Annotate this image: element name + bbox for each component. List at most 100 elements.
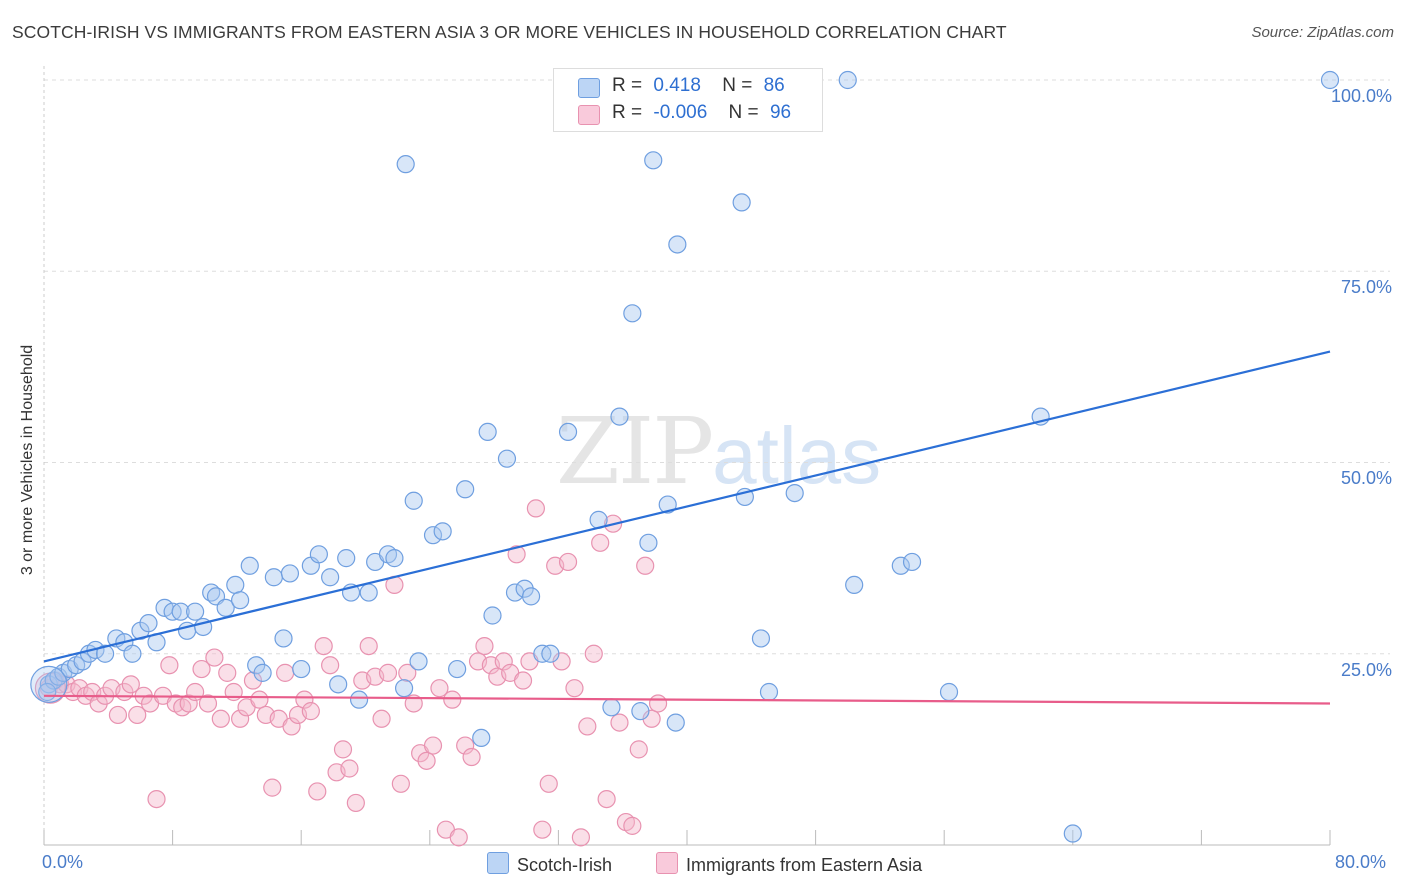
point-scotch-irish <box>216 598 235 617</box>
bottom-legend-eastern-asia: Immigrants from Eastern Asia <box>656 852 922 876</box>
point-scotch-irish <box>329 675 348 694</box>
legend-r-value: -0.006 <box>653 102 708 123</box>
point-scotch-irish <box>521 587 541 606</box>
point-immigrants-eastern-asia <box>378 663 398 682</box>
point-scotch-irish <box>668 235 687 254</box>
point-scotch-irish <box>631 702 650 721</box>
point-immigrants-eastern-asia <box>301 702 320 721</box>
trend-line-immigrants-eastern-asia <box>43 694 1331 705</box>
point-immigrants-eastern-asia <box>456 736 475 755</box>
point-scotch-irish <box>732 193 751 212</box>
point-immigrants-eastern-asia <box>192 659 211 679</box>
trend-lines <box>43 350 1331 705</box>
x-tick-label-min: 0.0% <box>42 852 84 872</box>
legend-n-value: 86 <box>763 75 785 96</box>
legend-n-label: N = <box>722 75 753 96</box>
point-immigrants-eastern-asia <box>333 740 353 759</box>
point-scotch-irish <box>838 70 857 90</box>
point-immigrants-eastern-asia <box>205 648 224 667</box>
point-scotch-irish <box>274 629 293 648</box>
y-tick-label-25: 25.0% <box>1340 660 1392 680</box>
point-scotch-irish <box>433 522 452 541</box>
watermark-zip: ZIP <box>556 398 714 505</box>
point-scotch-irish <box>558 422 578 441</box>
x-tick-label-max: 80.0% <box>1335 852 1387 872</box>
point-scotch-irish <box>423 526 443 545</box>
point-immigrants-eastern-asia <box>121 675 140 694</box>
point-scotch-irish <box>658 495 677 514</box>
point-scotch-irish <box>396 155 415 174</box>
point-scotch-irish <box>845 575 864 595</box>
bottom-legend-swatch-pink <box>656 852 678 874</box>
legend-n-label: N = <box>728 102 759 123</box>
point-scotch-irish <box>404 491 423 510</box>
point-immigrants-eastern-asia <box>423 736 443 755</box>
point-scotch-irish <box>394 679 414 698</box>
point-immigrants-eastern-asia <box>417 751 436 770</box>
point-scotch-irish <box>448 659 467 679</box>
point-scotch-irish <box>751 629 771 648</box>
watermark: ZIPatlas <box>556 398 881 505</box>
point-immigrants-eastern-asia <box>218 663 237 682</box>
point-scotch-irish <box>309 545 328 564</box>
point-immigrants-eastern-asia <box>584 644 603 663</box>
legend-n-value: 96 <box>769 102 792 123</box>
point-immigrants-eastern-asia <box>571 828 591 847</box>
point-immigrants-eastern-asia <box>597 789 616 809</box>
point-scotch-irish <box>171 602 190 621</box>
point-scotch-irish <box>123 644 142 663</box>
point-immigrants-eastern-asia <box>359 636 378 656</box>
point-immigrants-eastern-asia <box>507 545 526 564</box>
point-immigrants-eastern-asia <box>314 636 333 656</box>
bottom-legend-swatch-blue <box>487 852 509 874</box>
point-immigrants-eastern-asia <box>623 816 642 835</box>
point-immigrants-eastern-asia <box>449 828 468 847</box>
point-immigrants-eastern-asia <box>211 709 230 728</box>
point-scotch-irish <box>483 606 502 625</box>
point-scotch-irish <box>292 659 311 679</box>
trend-line-scotch-irish <box>43 350 1331 663</box>
point-immigrants-eastern-asia <box>648 694 668 713</box>
point-immigrants-eastern-asia <box>533 820 552 839</box>
bottom-legend-label: Scotch-Irish <box>517 855 613 875</box>
point-immigrants-eastern-asia <box>565 679 584 698</box>
series-immigrants-eastern-asia-points <box>34 499 668 847</box>
point-scotch-irish <box>478 422 497 441</box>
point-immigrants-eastern-asia <box>462 747 481 767</box>
point-immigrants-eastern-asia <box>539 774 558 793</box>
point-immigrants-eastern-asia <box>108 705 128 725</box>
point-immigrants-eastern-asia <box>308 782 327 801</box>
point-scotch-irish <box>30 665 68 703</box>
point-immigrants-eastern-asia <box>147 789 166 809</box>
point-immigrants-eastern-asia <box>263 778 282 797</box>
point-immigrants-eastern-asia <box>558 552 578 572</box>
point-scotch-irish <box>785 484 804 503</box>
point-immigrants-eastern-asia <box>128 705 147 725</box>
point-scotch-irish <box>409 652 428 671</box>
point-scotch-irish <box>321 568 340 587</box>
point-scotch-irish <box>1320 70 1340 90</box>
point-scotch-irish <box>891 556 910 575</box>
point-scotch-irish <box>253 663 272 682</box>
point-immigrants-eastern-asia <box>591 533 610 552</box>
point-immigrants-eastern-asia <box>179 694 198 713</box>
point-immigrants-eastern-asia <box>443 690 462 709</box>
point-scotch-irish <box>139 614 158 633</box>
point-immigrants-eastern-asia <box>610 713 629 732</box>
point-immigrants-eastern-asia <box>346 793 365 813</box>
point-immigrants-eastern-asia <box>494 652 513 671</box>
y-tick-label-100: 100.0% <box>1330 86 1392 106</box>
point-scotch-irish <box>639 533 658 552</box>
point-immigrants-eastern-asia <box>276 663 295 682</box>
point-scotch-irish <box>95 644 115 663</box>
point-immigrants-eastern-asia <box>430 679 449 698</box>
point-scotch-irish <box>240 556 259 575</box>
point-scotch-irish <box>902 552 922 572</box>
point-immigrants-eastern-asia <box>295 690 314 709</box>
y-tick-label-50: 50.0% <box>1340 468 1392 488</box>
point-scotch-irish <box>337 549 356 568</box>
point-immigrants-eastern-asia <box>391 774 410 793</box>
point-immigrants-eastern-asia <box>636 556 655 575</box>
point-immigrants-eastern-asia <box>513 671 533 690</box>
